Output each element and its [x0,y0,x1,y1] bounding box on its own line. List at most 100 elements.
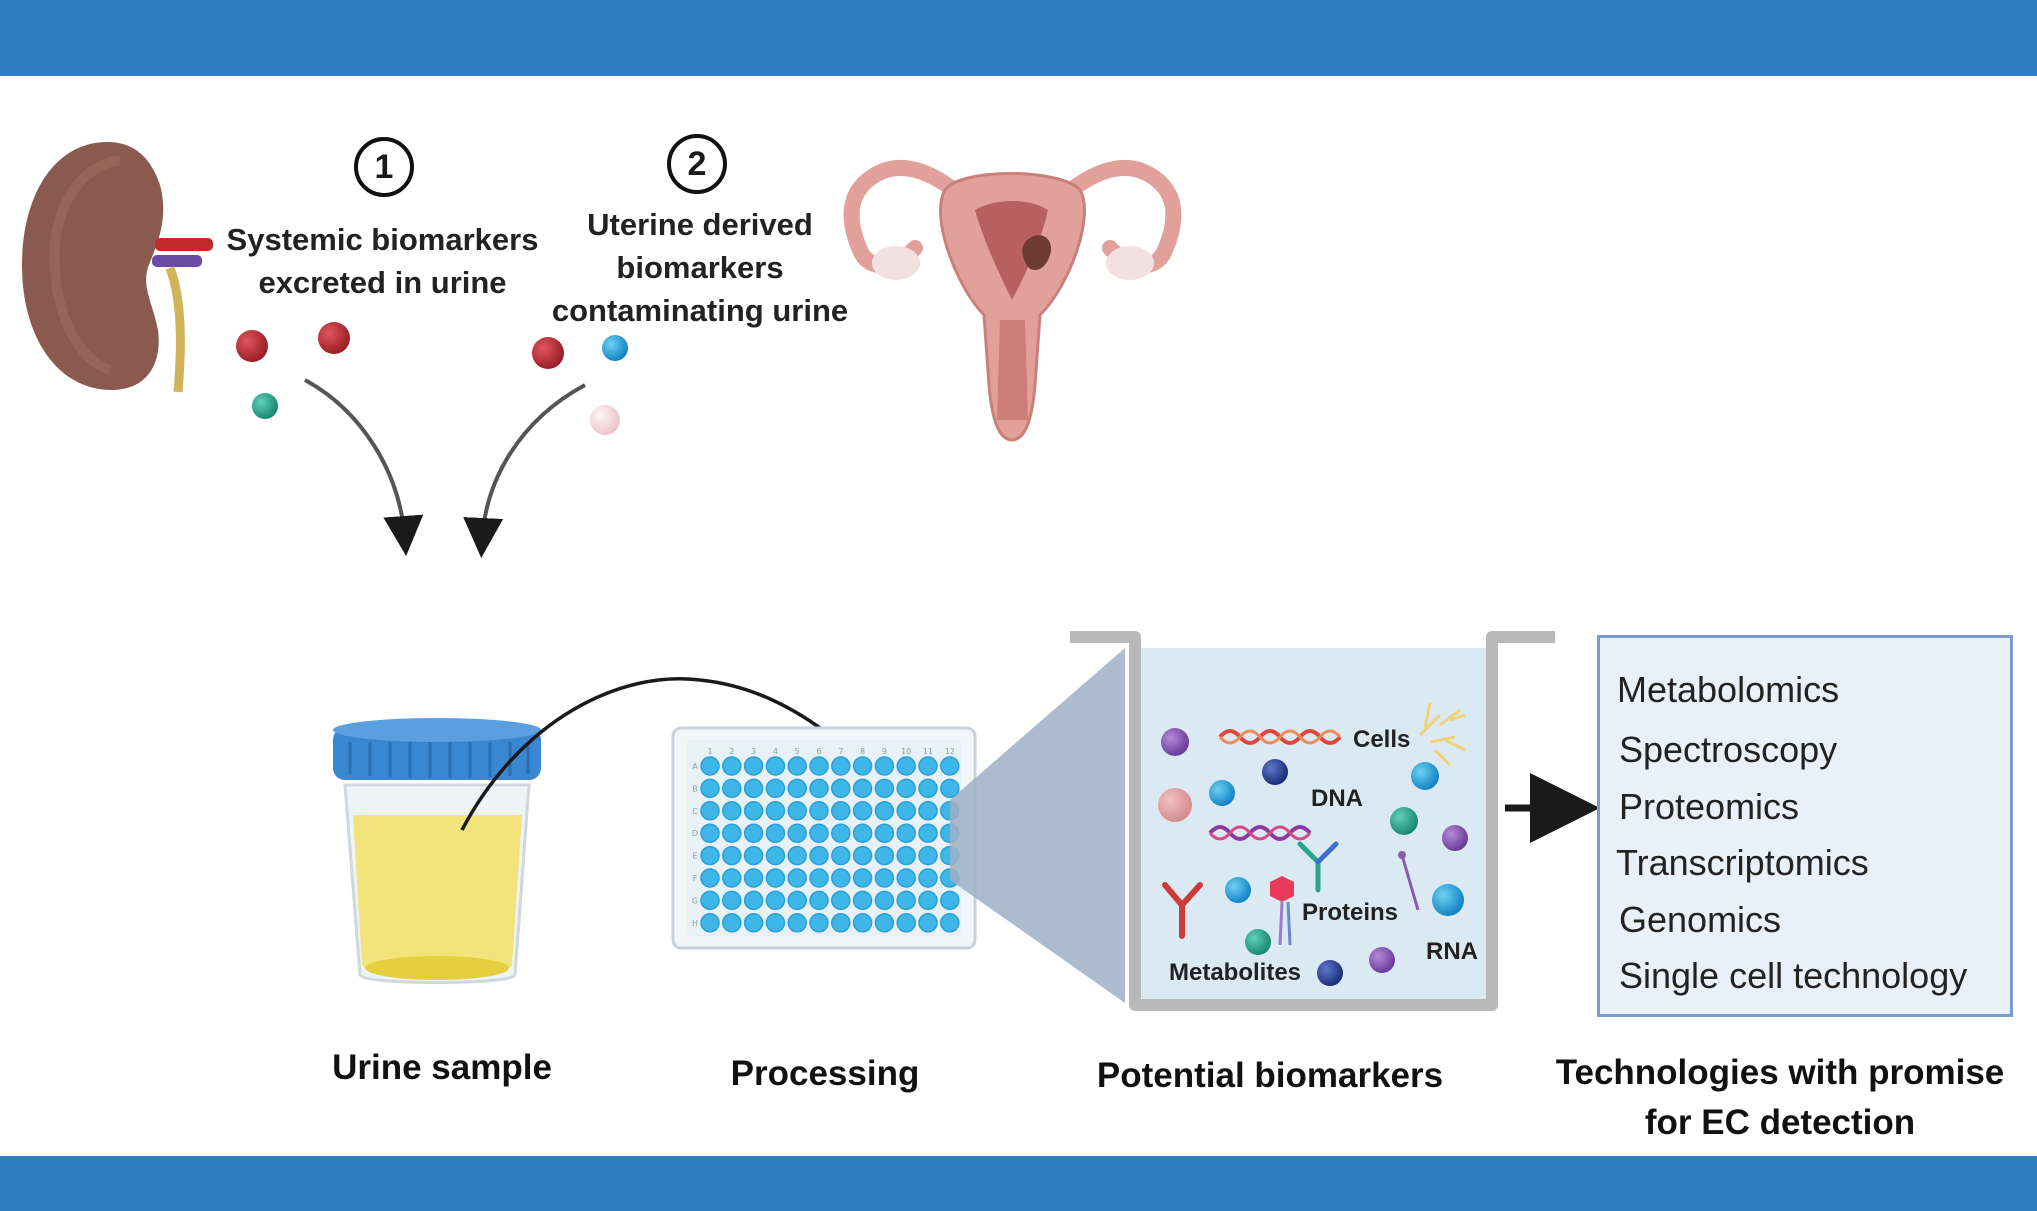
plate-row-label: H [692,919,698,928]
plate-well [874,778,895,799]
plate-well [743,890,764,911]
plate-column-label: 12 [945,747,955,756]
antibody-icon-red [1162,882,1203,939]
plate-well [743,913,764,933]
plate-well [743,823,764,843]
systemic-marker-red-1 [236,330,268,362]
plate-well [787,801,807,821]
plate-row-label: G [692,896,698,905]
molecule-purple-3 [1369,947,1395,973]
plate-well [940,890,960,911]
plate-well [700,756,720,776]
tech-item-spectroscopy: Spectroscopy [1619,729,1838,770]
proteins-label: Proteins [1302,899,1399,926]
plate-column-label: 1 [707,747,712,756]
technologies-label-line1: Technologies with promise [1555,1053,2005,1092]
plate-well [700,845,720,866]
tech-item-metabolomics: Metabolomics [1617,669,1840,710]
plate-well [809,913,829,933]
plate-column-label: 3 [751,747,756,756]
zoom-wedge [950,648,1125,1003]
plate-well [809,823,829,843]
uterus-icon [843,159,1182,442]
plate-well [874,756,895,776]
plate-well [852,845,873,866]
plate-well [765,845,786,866]
plate-well [852,801,873,821]
plate-well [787,913,807,933]
plate-row-label: E [692,852,697,861]
plate-well [852,756,873,776]
plate-well [940,756,960,776]
plate-well [722,868,742,888]
molecule-blue-3 [1225,877,1251,903]
plate-well [722,845,742,866]
systemic-marker-red-2 [318,322,350,354]
technologies-label-line2: for EC detection [1644,1103,1916,1142]
plate-well [918,801,938,821]
plate-well [852,890,873,911]
plate-column-label: 11 [923,747,933,756]
molecule-navy-2 [1317,960,1343,986]
molecule-purple [1161,728,1189,756]
plate-well [743,845,764,866]
uterine-label-line2: biomarkers [616,250,784,285]
plate-well [809,845,829,866]
plate-well [722,823,742,843]
plate-well [787,845,807,866]
plate-well [940,913,960,933]
plate-well [852,823,873,843]
plate-well [918,890,938,911]
plate-column-label: 2 [729,747,734,756]
plate-well [700,801,720,821]
plate-well [700,823,720,843]
plate-row-label: D [692,829,698,838]
plate-well [852,868,873,888]
plate-well [874,823,895,843]
molecule-teal-2 [1245,929,1271,955]
plate-well [896,801,916,821]
systemic-marker-teal [252,393,278,419]
kidney-icon [22,141,213,393]
plate-well [765,868,786,888]
uterine-marker-pink [590,405,620,435]
plate-column-label: 8 [860,747,865,756]
plate-well [831,845,851,866]
step-2-badge: 2 [667,134,727,194]
plate-well [765,756,786,776]
plate-well [831,778,851,799]
plate-well [722,778,742,799]
urine-sample-label: Urine sample [332,1048,552,1087]
molecule-blue [1209,780,1235,806]
technologies-label: Technologies with promise for EC detecti… [1530,1048,2030,1148]
plate-well [787,823,807,843]
urine-cup-icon [333,718,541,984]
plate-well [896,913,916,933]
plate-well [896,845,916,866]
plate-well [940,778,960,799]
molecule-rose [1158,788,1192,822]
plate-well [765,823,786,843]
plate-row-label: C [692,807,698,816]
plate-well [700,868,720,888]
plate-well [809,778,829,799]
plate-column-label: 5 [795,747,800,756]
processing-label: Processing [730,1054,920,1093]
plate-well [743,756,764,776]
tech-item-transcriptomics: Transcriptomics [1616,842,1869,883]
plate-well [787,890,807,911]
plate-well [918,823,938,843]
plate-well [831,913,851,933]
plate-well [852,778,873,799]
plate-well [787,756,807,776]
plate-well [722,756,742,776]
protein-hexagon-icon [1270,876,1294,902]
potential-biomarkers-label: Potential biomarkers [1096,1056,1444,1095]
uterine-marker-blue [602,335,628,361]
plate-well [765,801,786,821]
uterine-arrow [463,383,586,558]
plate-well [918,845,938,866]
plate-column-label: 4 [773,747,778,756]
